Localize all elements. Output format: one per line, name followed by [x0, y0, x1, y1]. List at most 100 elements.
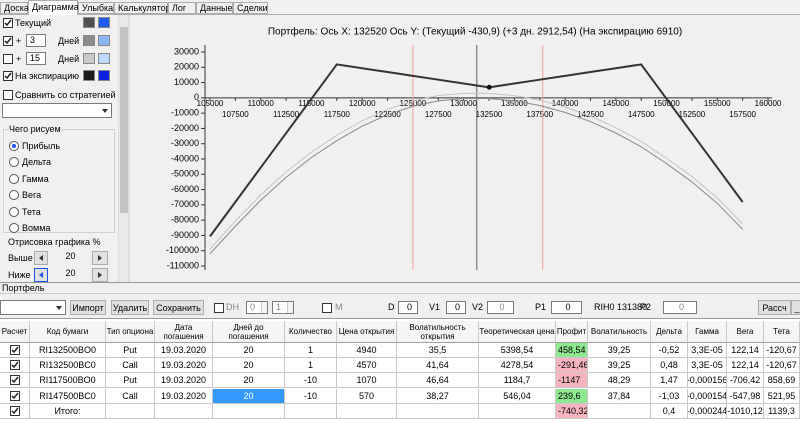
table-cell[interactable]: -291,46 — [556, 358, 588, 374]
input-box[interactable]: 20 — [50, 268, 88, 281]
table-cell[interactable]: 48,29 — [588, 373, 651, 389]
table-cell[interactable]: RI117500BO0 — [30, 373, 106, 389]
strategy-dropdown[interactable] — [2, 103, 112, 118]
table-cell[interactable]: 35,5 — [397, 343, 479, 358]
checkbox[interactable] — [10, 375, 20, 386]
tab[interactable]: Данные — [196, 2, 233, 14]
table-cell[interactable]: -1010,12 — [727, 403, 764, 419]
table-cell[interactable]: RI132500BO0 — [30, 343, 106, 358]
table-cell[interactable]: 38,27 — [397, 388, 479, 404]
table-cell[interactable]: 4940 — [337, 343, 397, 358]
checkbox[interactable] — [10, 360, 20, 371]
table-cell[interactable]: 1139,3 — [764, 403, 800, 419]
column-header[interactable]: Дата погашения — [155, 321, 213, 343]
table-cell[interactable]: -0,52 — [651, 343, 688, 358]
button[interactable]: Рассч — [758, 300, 791, 315]
button[interactable]: Сохранить — [153, 300, 204, 315]
table-cell[interactable]: 0,48 — [651, 358, 688, 374]
table-cell[interactable]: RI132500BC0 — [30, 358, 106, 374]
checkbox[interactable] — [10, 345, 20, 355]
table-cell[interactable]: 20 — [213, 358, 285, 374]
table-cell[interactable] — [337, 403, 397, 419]
checkbox[interactable] — [10, 405, 20, 416]
color-swatch[interactable] — [98, 17, 110, 28]
table-cell[interactable]: RI147500BC0 — [30, 388, 106, 404]
table-cell[interactable]: -10 — [285, 373, 337, 389]
color-swatch[interactable] — [98, 35, 110, 46]
table-cell[interactable]: 122,14 — [727, 343, 764, 358]
table-cell[interactable]: 1 — [285, 358, 337, 374]
spin-left[interactable] — [34, 268, 48, 282]
table-cell[interactable]: 0,4 — [651, 403, 688, 419]
table-cell[interactable]: 39,25 — [588, 343, 651, 358]
table-cell[interactable]: 458,54 — [556, 343, 588, 358]
tab[interactable]: Диаграмма — [28, 0, 79, 15]
table-cell[interactable]: 5398,54 — [479, 343, 556, 358]
table-cell[interactable]: 20 — [213, 388, 285, 404]
spin-right[interactable] — [92, 268, 108, 282]
spin-left[interactable] — [34, 251, 48, 265]
table-cell[interactable]: 20 — [213, 373, 285, 389]
spin-updown[interactable] — [261, 302, 267, 313]
checkbox[interactable] — [3, 90, 13, 100]
table-cell[interactable]: -0,000156 — [688, 373, 727, 389]
radio[interactable] — [9, 141, 19, 151]
table-cell[interactable]: 1 — [285, 343, 337, 358]
table-cell[interactable]: Put — [106, 373, 155, 389]
input-box[interactable]: 0 — [551, 301, 582, 314]
table-cell[interactable] — [155, 403, 213, 419]
table-cell[interactable]: -547,98 — [727, 388, 764, 404]
table-cell[interactable]: -1147 — [556, 373, 588, 389]
tab[interactable]: Доска — [0, 2, 29, 14]
checkbox[interactable] — [3, 71, 13, 81]
table-cell[interactable]: Put — [106, 343, 155, 358]
color-swatch[interactable] — [83, 17, 95, 28]
button[interactable]: Удалить — [111, 300, 149, 315]
table-cell[interactable]: 1070 — [337, 373, 397, 389]
color-swatch[interactable] — [83, 70, 95, 81]
table-cell[interactable]: 1184,7 — [479, 373, 556, 389]
table-cell[interactable]: 4278,54 — [479, 358, 556, 374]
checkbox[interactable] — [3, 18, 13, 28]
table-cell[interactable]: Итого: — [30, 403, 106, 419]
spin-right[interactable] — [92, 251, 108, 265]
color-swatch[interactable] — [83, 53, 95, 64]
table-cell[interactable]: -0,000154 — [688, 388, 727, 404]
table-cell[interactable]: 19.03.2020 — [155, 388, 213, 404]
table-cell[interactable] — [479, 403, 556, 419]
tab[interactable]: Сделки — [233, 2, 268, 14]
table-cell[interactable]: 521,95 — [764, 388, 800, 404]
radio[interactable] — [9, 206, 19, 217]
table-cell[interactable]: -740,32 — [556, 403, 588, 419]
column-header[interactable]: Вега — [727, 321, 764, 343]
input-box[interactable]: 0 — [663, 301, 697, 314]
column-header[interactable]: Теоретическая цена — [479, 321, 556, 343]
radio[interactable] — [9, 190, 19, 201]
checkbox[interactable] — [3, 54, 13, 64]
table-cell[interactable]: 41,64 — [397, 358, 479, 374]
table-cell[interactable]: 19.03.2020 — [155, 358, 213, 374]
portfolio-dropdown[interactable] — [0, 300, 66, 315]
color-swatch[interactable] — [83, 35, 95, 46]
table-cell[interactable] — [397, 403, 479, 419]
checkbox[interactable] — [322, 303, 332, 313]
radio[interactable] — [9, 157, 19, 168]
table-cell[interactable]: 3,3E-05 — [688, 343, 727, 358]
column-header[interactable]: Код бумаги — [30, 321, 106, 343]
input-box[interactable]: 0 — [446, 301, 466, 314]
table-cell[interactable] — [106, 403, 155, 419]
table-cell[interactable]: 239,6 — [556, 388, 588, 404]
table-cell[interactable]: -0,000244 — [688, 403, 727, 419]
left-scrollbar[interactable] — [118, 15, 128, 282]
column-header[interactable]: Дней до погашения — [213, 321, 285, 343]
tab[interactable]: Калькулятор — [114, 2, 171, 14]
button[interactable]: Импорт — [70, 300, 106, 315]
column-header[interactable]: Профит — [556, 321, 588, 343]
color-swatch[interactable] — [98, 70, 110, 81]
radio[interactable] — [9, 223, 19, 233]
scroll-thumb[interactable] — [120, 27, 128, 213]
table-cell[interactable]: 1,47 — [651, 373, 688, 389]
column-header[interactable]: Волатильность — [588, 321, 651, 343]
input-box[interactable]: 0 — [398, 301, 418, 314]
table-cell[interactable]: 19.03.2020 — [155, 343, 213, 358]
